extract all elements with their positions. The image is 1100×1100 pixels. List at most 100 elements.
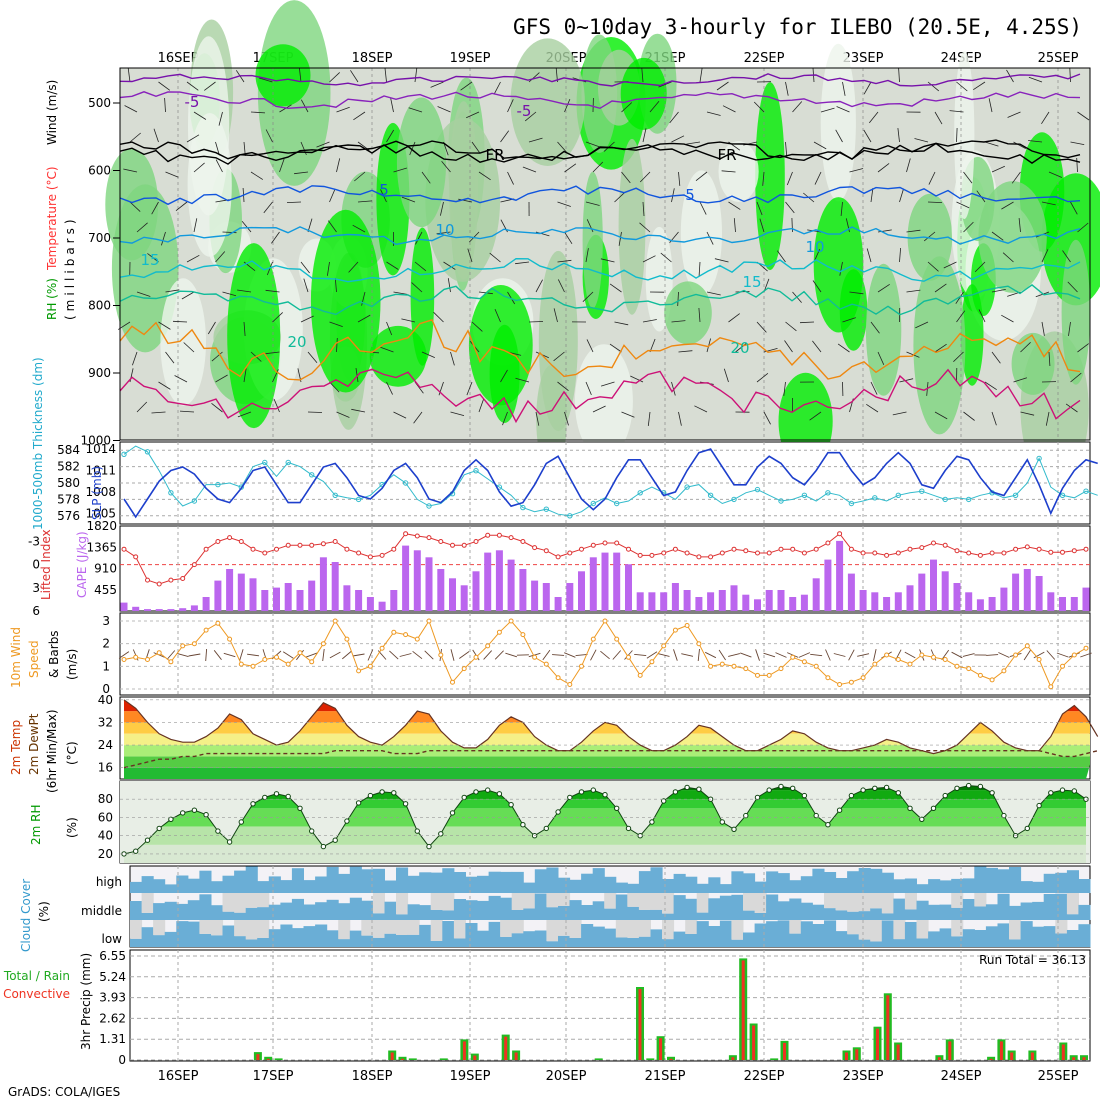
wind-barb	[592, 405, 606, 413]
temp-band	[124, 767, 1090, 779]
cloud-cell	[615, 882, 628, 893]
wind-10m-barb	[904, 651, 916, 659]
wind-barb	[956, 127, 958, 143]
cloud-cell	[558, 935, 571, 947]
wind-barb	[415, 231, 423, 245]
cape-bar	[1082, 587, 1090, 611]
cloud-cell	[303, 880, 316, 893]
wind-10m-barb	[646, 651, 658, 659]
wind-barb	[1001, 201, 1014, 210]
wind-barb	[123, 168, 138, 173]
cloud-cell	[407, 875, 420, 893]
cloud-cell	[939, 904, 952, 920]
lifted-index-point	[215, 539, 221, 544]
slp-tick-label: 1008	[85, 485, 116, 499]
wind-barb	[877, 351, 885, 365]
wind-barb	[1065, 403, 1078, 413]
cloud-gap	[951, 893, 964, 908]
wind-barb	[1013, 377, 1028, 383]
convective-bar	[937, 1057, 941, 1060]
wind-barb	[1028, 76, 1043, 83]
wind-speed-point	[1071, 652, 1077, 658]
cloud-high-label: high	[96, 875, 122, 889]
lifted-index-point	[743, 548, 749, 554]
bottom-date-axis: 16SEP 17SEP 18SEP 19SEP 20SEP 21SEP 22SEP 23SEP…	[158, 1069, 1079, 1084]
wind-barb	[354, 171, 366, 182]
cape-bar	[472, 571, 480, 611]
cloud-cell	[881, 920, 894, 947]
cloud-cell	[534, 930, 547, 947]
wind-barb	[621, 171, 631, 184]
wind-barb	[928, 171, 936, 185]
temperature-contours	[119, 73, 1081, 424]
cloud-cell	[719, 884, 732, 893]
wind-barb	[785, 81, 789, 96]
lifted-index-point	[731, 546, 737, 552]
cloud-cell	[962, 899, 975, 920]
wind-barb	[866, 403, 879, 413]
cloud-gap	[372, 920, 385, 938]
wind-barb	[585, 381, 592, 396]
cape-bar	[249, 578, 257, 611]
lifted-index-point	[180, 576, 186, 581]
wind-barb	[785, 201, 795, 214]
cloud-gap	[824, 893, 837, 909]
cape-bar	[730, 585, 738, 611]
wind-barb	[756, 372, 769, 383]
thickness-point	[778, 498, 784, 504]
cloud-cell	[176, 903, 189, 920]
cloud-cell	[754, 923, 767, 947]
wind-speed-point	[496, 629, 502, 635]
wind-barb	[165, 351, 175, 364]
wind-barb	[1067, 281, 1078, 293]
convective-bar	[1072, 1057, 1076, 1060]
temp-label-1: 2m Temp	[9, 720, 23, 775]
wind-barb	[158, 321, 171, 330]
cloud-cell	[893, 939, 906, 947]
wind-barb	[618, 231, 622, 246]
cloud-cell	[211, 905, 224, 920]
precip-tick-label: 5.24	[99, 970, 126, 984]
lifted-index-point	[590, 542, 596, 548]
wind-barb	[849, 291, 864, 295]
wind-barb	[923, 231, 936, 242]
convective-bar	[741, 960, 745, 1060]
wind-barb	[351, 408, 366, 413]
cloud-cell	[326, 899, 339, 920]
wind-barb	[265, 129, 273, 143]
cloud-cell	[268, 904, 281, 920]
cloud-cell	[442, 921, 455, 947]
wind-barb	[786, 171, 793, 186]
cloud-cell	[835, 931, 848, 947]
cloud-gap	[847, 920, 860, 935]
cape-bar	[284, 583, 292, 611]
wind-10m-barb	[810, 653, 823, 657]
wind-speed-point	[320, 641, 326, 647]
rh-blob	[574, 344, 633, 459]
cloud-cell	[453, 872, 466, 893]
thickness-tick-label: 582	[57, 460, 80, 474]
rh-point	[578, 789, 585, 795]
wind-barb	[165, 171, 179, 178]
lifted-index-point	[579, 546, 584, 552]
cape-bar	[589, 557, 597, 611]
wind-barb	[955, 291, 964, 304]
pressure-tick-label: 1000	[80, 434, 111, 448]
thickness-point	[121, 451, 127, 457]
rh-blob	[160, 278, 206, 406]
wind-barb	[785, 321, 797, 332]
thickness-slp-panel: 584 582 580 578 576 1014 1011 1008 1005 1000-500…	[31, 357, 1098, 530]
thickness-point	[426, 503, 432, 509]
wind-10m-barb	[247, 653, 260, 657]
pressure-tick-label: 600	[88, 164, 111, 178]
thickness-tick-label: 578	[57, 492, 80, 506]
wind-barb	[250, 171, 264, 180]
cloud-gap	[881, 893, 894, 914]
wind-barb	[842, 81, 846, 96]
cloud-gap	[453, 920, 466, 939]
cloud-cell	[199, 894, 212, 920]
wind-barb	[978, 309, 986, 323]
precip-bar	[646, 1058, 655, 1060]
wind-barb	[193, 111, 207, 120]
wind-barb	[842, 317, 856, 323]
